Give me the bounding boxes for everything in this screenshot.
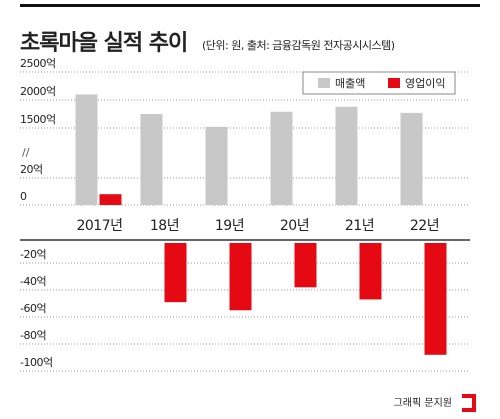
legend-box xyxy=(302,71,456,95)
x-tick-label: 20년 xyxy=(280,218,309,234)
bar xyxy=(424,243,447,355)
bar xyxy=(400,112,423,205)
y-tick-label: 2000억 xyxy=(20,85,56,98)
top-rule xyxy=(20,4,480,7)
y-tick-label: 20억 xyxy=(20,163,43,176)
axis-break: // xyxy=(22,146,30,159)
y-tick-label: 1500억 xyxy=(20,113,56,126)
legend-swatch xyxy=(388,78,400,88)
x-tick-label: 19년 xyxy=(215,218,244,234)
x-tick-label: 18년 xyxy=(150,218,179,234)
y-tick-label: -20억 xyxy=(20,248,46,261)
bar xyxy=(164,243,187,303)
bar xyxy=(205,126,228,205)
legend-swatch xyxy=(318,78,330,88)
bar xyxy=(359,243,382,300)
legend-label: 매출액 xyxy=(335,77,365,90)
y-tick-label: 0 xyxy=(20,190,27,203)
bar xyxy=(229,243,252,311)
credit: 그래픽 문지원 xyxy=(394,397,452,409)
y-tick-label: -40억 xyxy=(20,275,46,288)
y-tick-label: -60억 xyxy=(20,302,46,315)
bar xyxy=(294,243,317,288)
x-tick-label: 22년 xyxy=(410,218,439,234)
credit-logo xyxy=(462,394,476,412)
bar xyxy=(140,114,163,205)
chart-title: 초록마을 실적 추이 xyxy=(20,31,187,56)
bar xyxy=(270,111,293,205)
y-tick-label: -80억 xyxy=(20,329,46,342)
chart-subtitle: (단위: 원, 출처: 금융감독원 전자공시시스템) xyxy=(202,39,395,52)
x-tick-label: 21년 xyxy=(345,218,374,234)
bar xyxy=(75,94,98,205)
x-tick-label: 2017년 xyxy=(76,218,122,234)
bar xyxy=(99,194,122,205)
bar xyxy=(335,106,358,205)
y-tick-label: -100억 xyxy=(20,356,53,369)
y-tick-label: 2500억 xyxy=(20,57,56,70)
legend-label: 영업이익 xyxy=(405,77,445,90)
